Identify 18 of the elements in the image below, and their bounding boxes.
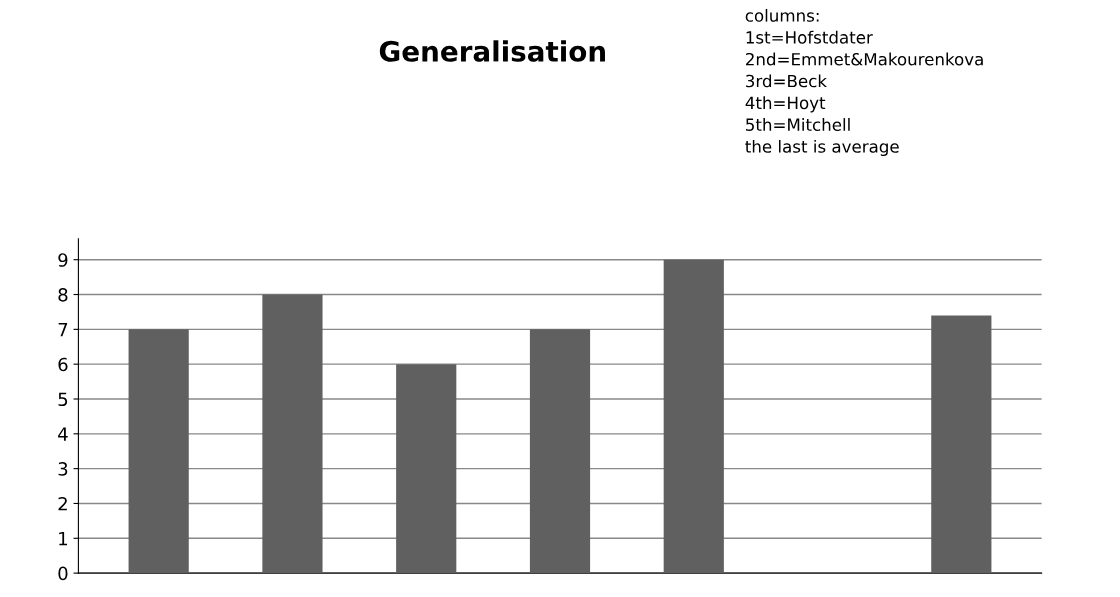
bar [931, 315, 992, 574]
bar [128, 329, 189, 574]
bar [663, 259, 724, 574]
y-tick-label: 0 [58, 566, 68, 581]
y-tick-label: 4 [58, 427, 68, 441]
bar [396, 364, 457, 574]
y-tick-label: 2 [58, 496, 67, 511]
y-tick-label: 6 [58, 357, 68, 372]
y-tick-label: 1 [59, 531, 68, 546]
y-tick-label: 5 [58, 392, 68, 407]
y-tick-label: 7 [58, 323, 68, 337]
y-tick-label: 3 [58, 462, 68, 476]
chart-title: Generalisation [379, 40, 605, 62]
bar [262, 294, 323, 574]
bar [529, 329, 591, 574]
y-tick-label: 9 [58, 253, 68, 267]
text: columns: 1st=Hofstdater 2nd=Emmet&Makourenkova 3rd=Beck 4th=Hoyt 5th=Mitchell the last is average [745, 8, 983, 157]
y-tick-label: 8 [58, 287, 68, 302]
